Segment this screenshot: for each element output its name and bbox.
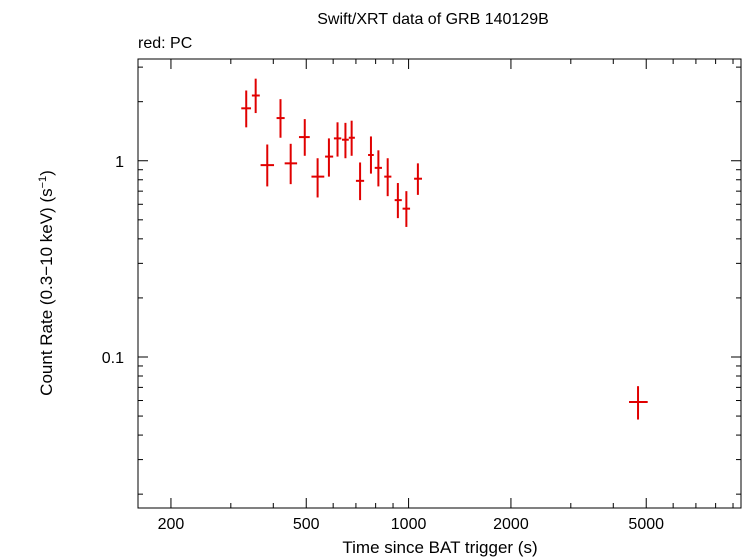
y-axis-label-superscript: −1 xyxy=(37,176,49,189)
data-point xyxy=(384,158,392,197)
x-tick-label: 200 xyxy=(158,516,185,533)
data-point xyxy=(374,150,382,187)
data-point xyxy=(394,183,402,219)
data-point xyxy=(251,78,260,114)
x-tick-label: 5000 xyxy=(628,516,664,533)
y-tick-label: 0.1 xyxy=(102,350,124,367)
y-axis-label: Count Rate (0.3−10 keV) (s−1) xyxy=(37,170,56,396)
chart-subtitle: red: PC xyxy=(138,35,192,52)
data-point xyxy=(284,143,298,185)
data-point xyxy=(298,119,310,156)
x-tick-label: 500 xyxy=(293,516,320,533)
x-tick-label: 2000 xyxy=(493,516,529,533)
x-tick-label: 1000 xyxy=(391,516,427,533)
x-tick-labels: 200 500 1000 2000 5000 xyxy=(158,516,665,533)
y-axis-label-close: ) xyxy=(37,170,56,176)
data-point xyxy=(629,386,648,420)
data-point xyxy=(414,163,422,195)
data-point xyxy=(368,136,374,174)
data-point xyxy=(341,122,349,159)
data-point xyxy=(348,120,355,156)
data-point xyxy=(402,191,411,227)
chart-title: Swift/XRT data of GRB 140129B xyxy=(317,11,549,28)
data-point xyxy=(333,122,342,157)
plot-frame xyxy=(137,58,742,509)
y-tick-labels: 10.1 xyxy=(102,154,124,367)
data-point xyxy=(241,90,252,128)
axis-ticks xyxy=(138,59,741,508)
data-point xyxy=(355,162,365,201)
data-point xyxy=(260,144,275,187)
data-points xyxy=(241,78,648,420)
data-point xyxy=(276,99,285,138)
y-axis-label-main: Count Rate (0.3−10 keV) (s xyxy=(37,188,56,395)
data-point xyxy=(325,138,334,177)
x-axis-label: Time since BAT trigger (s) xyxy=(342,538,537,557)
y-tick-label: 1 xyxy=(115,154,124,171)
data-point xyxy=(311,158,325,198)
